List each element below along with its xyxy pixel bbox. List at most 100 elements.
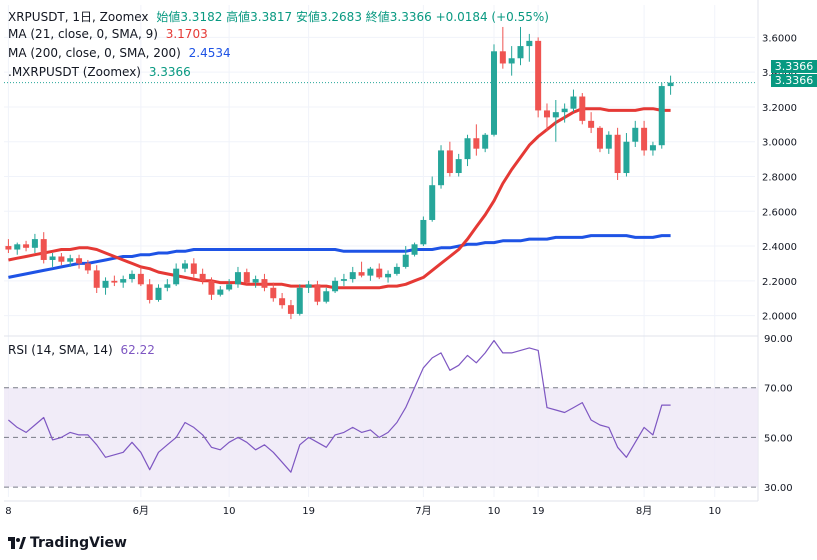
candle-down xyxy=(146,284,153,300)
rsi-axis-tick-label: 90.00 xyxy=(764,334,793,345)
candle-down xyxy=(270,287,277,299)
candle-up xyxy=(649,145,656,151)
candle-down xyxy=(58,256,65,262)
candle-up xyxy=(438,150,445,186)
time-axis-tick-label: 10 xyxy=(223,506,236,517)
legend-ma200-row[interactable]: MA (200, close, 0, SMA, 200) 2.4534 xyxy=(8,46,235,60)
brand-text: TradingView xyxy=(30,535,127,551)
candle-up xyxy=(561,108,568,113)
price-axis-tick-label: 2.4000 xyxy=(762,242,797,253)
legend-symbol: XRPUSDT, 1日, Zoomex xyxy=(8,10,149,24)
candle-up xyxy=(332,280,339,292)
candle-down xyxy=(111,280,118,283)
time-axis-tick-label: 10 xyxy=(708,506,721,517)
candle-down xyxy=(473,138,480,149)
price-axis-tick-label: 3.2000 xyxy=(762,103,797,114)
legend-mxrp-row[interactable]: .MXRPUSDT (Zoomex) 3.3366 xyxy=(8,65,195,79)
candle-up xyxy=(491,51,498,135)
tradingview-logo-icon xyxy=(8,537,26,549)
candle-down xyxy=(243,272,250,283)
candle-down xyxy=(199,273,206,281)
price-axis-tick-label: 2.6000 xyxy=(762,207,797,218)
candle-up xyxy=(14,244,21,250)
candle-up xyxy=(482,134,489,149)
ma200-line xyxy=(8,234,671,279)
candle-up xyxy=(632,127,639,142)
candle-up xyxy=(367,268,374,276)
tradingview-brand[interactable]: TradingView xyxy=(8,535,127,551)
candle-down xyxy=(190,263,197,274)
legend-symbol-row[interactable]: XRPUSDT, 1日, Zoomex 始値3.3182 高値3.3817 安値… xyxy=(8,8,553,25)
candle-up xyxy=(323,291,330,302)
candle-down xyxy=(5,246,12,250)
candle-up xyxy=(305,284,312,288)
candle-down xyxy=(137,273,144,285)
legend-rsi-row[interactable]: RSI (14, SMA, 14) 62.22 xyxy=(8,343,159,357)
candle-up xyxy=(623,141,630,174)
rsi-band xyxy=(4,387,758,488)
candle-down xyxy=(535,40,542,111)
candle-up xyxy=(420,219,427,245)
legend-ma21-row[interactable]: MA (21, close, 0, SMA, 9) 3.1703 xyxy=(8,27,212,41)
candle-up xyxy=(252,279,259,283)
rsi-axis-tick-label: 70.00 xyxy=(764,384,793,395)
candle-down xyxy=(579,96,586,121)
candle-up xyxy=(31,239,38,248)
time-axis-tick-label: 19 xyxy=(532,506,545,517)
candle-up xyxy=(605,134,612,149)
candle-up xyxy=(667,82,674,87)
candle-up xyxy=(429,185,436,220)
candle-up xyxy=(155,287,162,300)
time-axis-tick-label: 8月 xyxy=(636,505,652,517)
candle-down xyxy=(358,272,365,276)
candle-up xyxy=(234,272,241,285)
candle-up xyxy=(49,256,56,260)
candle-down xyxy=(279,298,286,306)
legend-ma200-label: MA (200, close, 0, SMA, 200) xyxy=(8,46,181,60)
candle-down xyxy=(596,127,603,149)
candle-up xyxy=(164,284,171,288)
candle-down xyxy=(446,150,453,174)
ma200-line-group xyxy=(8,234,671,279)
time-axis-tick-label: 6月 xyxy=(133,505,149,517)
candle-down xyxy=(93,270,100,288)
price-tag-last: 3.3366 xyxy=(771,74,817,87)
rsi-axis-tick-label: 30.00 xyxy=(764,483,793,494)
candle-up xyxy=(181,263,188,269)
legend-ma21-label: MA (21, close, 0, SMA, 9) xyxy=(8,27,158,41)
candle-up xyxy=(508,58,515,64)
candle-down xyxy=(543,110,550,118)
candle-up xyxy=(526,40,533,47)
price-axis-tick-label: 2.8000 xyxy=(762,173,797,184)
candle-up xyxy=(226,284,233,290)
candle-up xyxy=(393,266,400,274)
candles-group xyxy=(5,26,674,320)
candle-up xyxy=(67,258,74,262)
candle-down xyxy=(376,268,383,278)
candle-down xyxy=(641,127,648,151)
candle-down xyxy=(40,239,47,260)
candle-down xyxy=(287,305,294,314)
price-axis-tick-label: 3.0000 xyxy=(762,138,797,149)
time-axis-tick-label: 19 xyxy=(302,506,315,517)
time-axis-tick-label: 10 xyxy=(488,506,501,517)
candle-up xyxy=(552,112,559,118)
candle-up xyxy=(349,272,356,280)
candle-up xyxy=(517,46,524,59)
candle-up xyxy=(385,273,392,278)
legend-rsi-value: 62.22 xyxy=(120,343,155,357)
candle-down xyxy=(614,134,621,174)
candle-up xyxy=(296,287,303,314)
time-axis-tick-label: 8 xyxy=(5,506,11,517)
legend-rsi-label: RSI (14, SMA, 14) xyxy=(8,343,113,357)
time-axis-tick-label: 7月 xyxy=(415,505,431,517)
ma21-line xyxy=(8,107,671,290)
candle-up xyxy=(658,86,665,146)
legend-ma21-value: 3.1703 xyxy=(165,27,208,41)
candle-up xyxy=(455,159,462,174)
price-axis-tick-label: 2.2000 xyxy=(762,277,797,288)
price-tag-mxrp: 3.3366 xyxy=(771,60,817,73)
candle-down xyxy=(314,284,321,302)
candle-up xyxy=(217,289,224,295)
